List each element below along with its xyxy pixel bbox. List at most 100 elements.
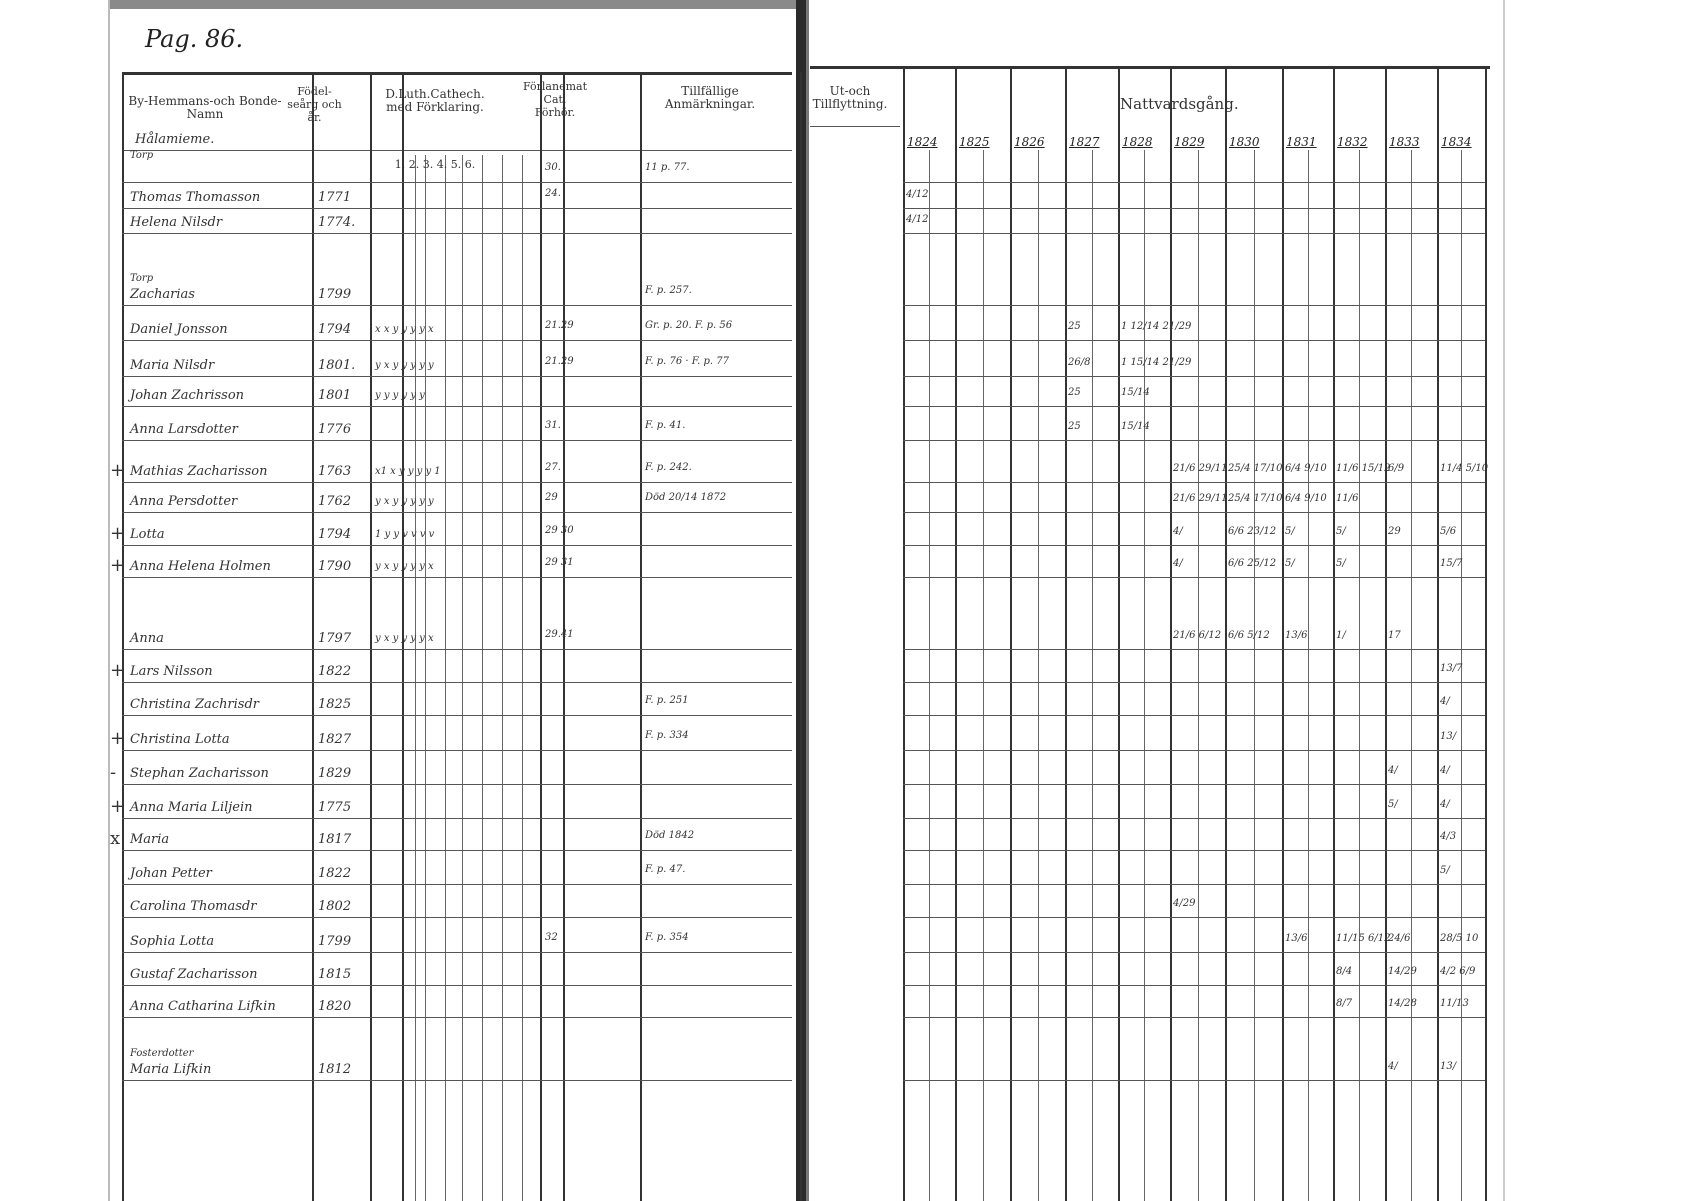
column-rule	[640, 72, 642, 1201]
birth-year: 1799	[318, 287, 352, 302]
person-name: Johan Zachrisson	[130, 388, 245, 403]
communion-date: 26/8	[1068, 357, 1091, 368]
year-column-rule	[1225, 66, 1227, 1201]
catechism-subcolumn-rule	[425, 155, 426, 1201]
examination-note: 31.	[545, 420, 561, 431]
column-rule	[563, 72, 565, 1201]
birth-year: 1790	[318, 559, 352, 574]
person-name: Maria	[130, 832, 170, 847]
birth-year: 1794	[318, 322, 352, 337]
remark-note: Död 1842	[645, 830, 695, 841]
row-rule	[122, 715, 792, 716]
communion-date: 5/	[1440, 865, 1450, 876]
year-subcolumn-rule	[929, 150, 930, 1201]
row-rule	[903, 1080, 1485, 1081]
year-column-rule	[955, 66, 957, 1201]
header-rule-left	[122, 72, 792, 75]
communion-date: 4/	[1388, 765, 1398, 776]
person-name: Gustaf Zacharisson	[130, 967, 258, 982]
communion-date: 1 12/14 21/29	[1121, 321, 1192, 332]
column-rule	[122, 72, 124, 1201]
row-rule	[122, 545, 792, 546]
column-rule	[312, 72, 314, 1201]
birth-year: 1776	[318, 422, 352, 437]
year-header: 1826	[1014, 135, 1045, 149]
birth-year: 1794	[318, 527, 352, 542]
row-rule	[122, 233, 792, 234]
header-catechism: D.Luth.Cathech. med Förklaring.	[385, 87, 485, 114]
column-rule	[370, 72, 372, 1201]
communion-date: 4/12	[906, 214, 929, 225]
birth-year: 1775	[318, 800, 352, 815]
row-rule	[122, 682, 792, 683]
communion-date: 24/6	[1388, 933, 1411, 944]
row-rule	[903, 233, 1485, 234]
examination-note: 27.	[545, 462, 561, 473]
birth-year: 1801	[318, 388, 352, 403]
row-rule	[122, 512, 792, 513]
household-label: Torp	[130, 273, 154, 284]
row-rule	[903, 305, 1485, 306]
birth-year: 1799	[318, 934, 352, 949]
catechism-subcolumn-rule	[415, 155, 416, 1201]
row-rule	[903, 649, 1485, 650]
communion-date: 4/29	[1173, 898, 1196, 909]
year-header: 1825	[959, 135, 990, 149]
person-name: Lars Nilsson	[130, 664, 213, 679]
person-name: Carolina Thomasdr	[130, 899, 257, 914]
person-name: Anna Maria Liljein	[130, 800, 253, 815]
row-rule	[122, 1017, 792, 1018]
row-rule	[122, 750, 792, 751]
row-rule	[122, 952, 792, 953]
birth-year: 1822	[318, 866, 352, 881]
communion-date: 5/6	[1440, 526, 1457, 537]
examination-note: 29 30	[545, 525, 574, 536]
catechism-marks: x x y y y y x	[375, 324, 434, 335]
communion-date: 25	[1068, 321, 1081, 332]
catechism-subcolumn-rule	[462, 155, 463, 1201]
communion-date: 21/6 29/11	[1173, 493, 1228, 504]
communion-date: 8/7	[1336, 998, 1353, 1009]
communion-date: 15/14	[1121, 421, 1150, 432]
death-mark: +	[110, 555, 126, 576]
row-rule	[903, 917, 1485, 918]
person-name: Anna	[130, 631, 164, 646]
communion-date: 13/6	[1285, 933, 1308, 944]
person-name: Mathias Zacharisson	[130, 464, 268, 479]
year-subcolumn-rule	[1197, 150, 1199, 1201]
catechism-subcolumn-rule	[522, 155, 523, 1201]
header-communion: Nattvardsgång.	[1120, 95, 1239, 113]
birth-year: 1797	[318, 631, 352, 646]
person-name: Sophia Lotta	[130, 934, 215, 949]
row-rule	[122, 482, 792, 483]
catechism-subcolumn-rule	[445, 155, 446, 1201]
remark-note: F. p. 251	[645, 695, 689, 706]
death-mark: +	[110, 460, 126, 481]
birth-year: 1829	[318, 766, 352, 781]
communion-date: 4/	[1173, 526, 1183, 537]
death-mark: x	[110, 828, 121, 849]
row-rule	[903, 884, 1485, 885]
birth-year: 1817	[318, 832, 352, 847]
remark-note: F. p. 257.	[645, 285, 692, 296]
row-rule	[903, 818, 1485, 819]
death-mark: +	[110, 523, 126, 544]
year-column-rule	[1010, 66, 1012, 1201]
year-subcolumn-rule	[982, 150, 984, 1201]
communion-date: 14/29	[1388, 966, 1417, 977]
year-column-rule	[1118, 66, 1120, 1201]
death-mark: -	[110, 762, 117, 783]
communion-date: 5/	[1388, 799, 1398, 810]
year-subcolumn-rule	[1037, 150, 1039, 1201]
header-birth: Födel-seårg och år.	[287, 85, 342, 124]
catechism-marks: y x y y y y y	[375, 496, 434, 507]
communion-date: 17	[1388, 630, 1401, 641]
remark-note: Död 20/14 1872	[645, 492, 727, 503]
row-rule	[903, 784, 1485, 785]
year-header: 1831	[1286, 135, 1317, 149]
person-name: Christina Zachrisdr	[130, 697, 260, 712]
communion-date: 13/6	[1285, 630, 1308, 641]
row-rule	[122, 305, 792, 306]
communion-date: 25	[1068, 421, 1081, 432]
row-rule	[122, 784, 792, 785]
